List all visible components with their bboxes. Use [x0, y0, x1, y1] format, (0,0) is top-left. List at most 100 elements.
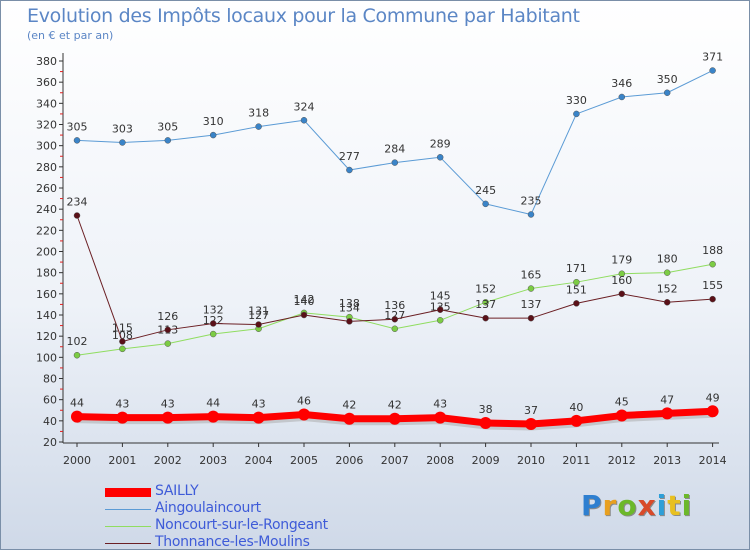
data-label: 126	[157, 310, 178, 323]
x-tick-label: 2009	[472, 454, 500, 467]
legend-label: Noncourt-sur-le-Rongeant	[155, 517, 328, 533]
data-point	[618, 290, 626, 298]
legend-swatch	[105, 543, 151, 544]
data-label: 165	[521, 269, 542, 282]
data-point	[346, 318, 353, 325]
data-point	[663, 299, 671, 306]
data-point	[706, 405, 719, 418]
data-point	[343, 412, 356, 425]
data-point	[71, 410, 83, 423]
data-label: 46	[297, 394, 311, 407]
data-label: 115	[112, 321, 133, 334]
data-label: 305	[67, 120, 88, 133]
data-label: 318	[248, 107, 269, 120]
data-point	[209, 131, 217, 139]
data-point	[525, 418, 537, 431]
data-point	[434, 411, 447, 424]
data-label: 142	[294, 293, 315, 306]
data-label: 160	[611, 274, 632, 287]
data-point	[618, 93, 626, 101]
data-label: 44	[70, 397, 84, 410]
data-label: 137	[521, 298, 542, 311]
data-point	[573, 300, 580, 307]
logo-letter: P	[581, 489, 603, 522]
data-label: 284	[384, 143, 405, 156]
data-label: 152	[475, 282, 496, 295]
data-point	[709, 295, 716, 303]
y-tick-label: 260	[36, 182, 57, 195]
data-point	[73, 212, 81, 219]
data-label: 134	[339, 301, 360, 314]
y-tick-label: 100	[36, 351, 57, 364]
data-point	[436, 317, 444, 324]
y-tick-label: 360	[36, 76, 57, 89]
data-label: 137	[475, 298, 496, 311]
data-point	[479, 416, 492, 429]
data-point	[164, 340, 172, 347]
x-tick-label: 2004	[245, 454, 273, 467]
data-point	[388, 412, 401, 425]
data-label: 37	[524, 404, 538, 417]
data-point	[209, 320, 217, 327]
y-tick-label: 40	[43, 415, 57, 428]
data-label: 179	[611, 254, 632, 267]
x-tick-label: 2008	[426, 454, 454, 467]
data-label: 155	[702, 279, 723, 292]
data-label: 245	[475, 184, 496, 197]
data-point	[573, 110, 580, 118]
logo-letter: r	[602, 489, 618, 522]
data-label: 171	[566, 262, 587, 275]
x-tick-label: 2000	[63, 454, 91, 467]
data-label: 151	[566, 283, 587, 296]
data-point	[209, 330, 217, 338]
data-label: 102	[67, 335, 88, 348]
data-label: 152	[657, 282, 678, 295]
data-point	[570, 414, 583, 427]
data-label: 289	[430, 137, 451, 150]
y-tick-label: 300	[36, 140, 57, 153]
chart-subtitle: (en € et par an)	[27, 29, 114, 42]
logo-letter: x	[637, 489, 657, 522]
legend: SAILLY Aingoulaincourt Noncourt-sur-le-Ron…	[105, 483, 465, 549]
y-tick-label: 280	[36, 161, 57, 174]
x-tick-label: 2007	[381, 454, 409, 467]
data-label: 43	[433, 398, 447, 411]
legend-swatch	[105, 488, 151, 497]
data-point	[436, 154, 444, 161]
y-tick-label: 140	[36, 309, 57, 322]
data-label: 350	[657, 73, 678, 86]
data-point	[252, 411, 265, 424]
x-tick-label: 2006	[335, 454, 363, 467]
data-label: 42	[342, 399, 356, 412]
x-tick-label: 2014	[699, 454, 727, 467]
data-label: 45	[615, 396, 629, 409]
data-label: 346	[611, 77, 632, 90]
data-point	[709, 67, 716, 74]
data-point	[164, 137, 172, 144]
y-tick-label: 80	[43, 373, 57, 386]
data-point	[573, 278, 580, 286]
x-tick-label: 2002	[154, 454, 182, 467]
y-tick-label: 120	[36, 330, 57, 343]
data-point	[482, 314, 489, 322]
data-label: 371	[702, 51, 723, 64]
legend-swatch	[105, 526, 151, 527]
logo-letter: i	[681, 489, 693, 522]
data-label: 127	[248, 309, 269, 322]
data-point	[164, 326, 172, 334]
data-label: 188	[702, 244, 723, 257]
data-point	[161, 411, 174, 424]
data-point	[300, 117, 308, 124]
x-tick-label: 2012	[608, 454, 636, 467]
data-point	[73, 351, 81, 359]
data-point	[663, 89, 671, 96]
data-point	[527, 211, 535, 218]
data-label: 330	[566, 94, 587, 107]
legend-item: Noncourt-sur-le-Rongeant	[105, 517, 465, 535]
data-point	[482, 299, 489, 306]
data-label: 324	[294, 100, 315, 113]
x-tick-label: 2001	[108, 454, 136, 467]
data-label: 131	[248, 305, 269, 318]
x-tick-label: 2010	[517, 454, 545, 467]
